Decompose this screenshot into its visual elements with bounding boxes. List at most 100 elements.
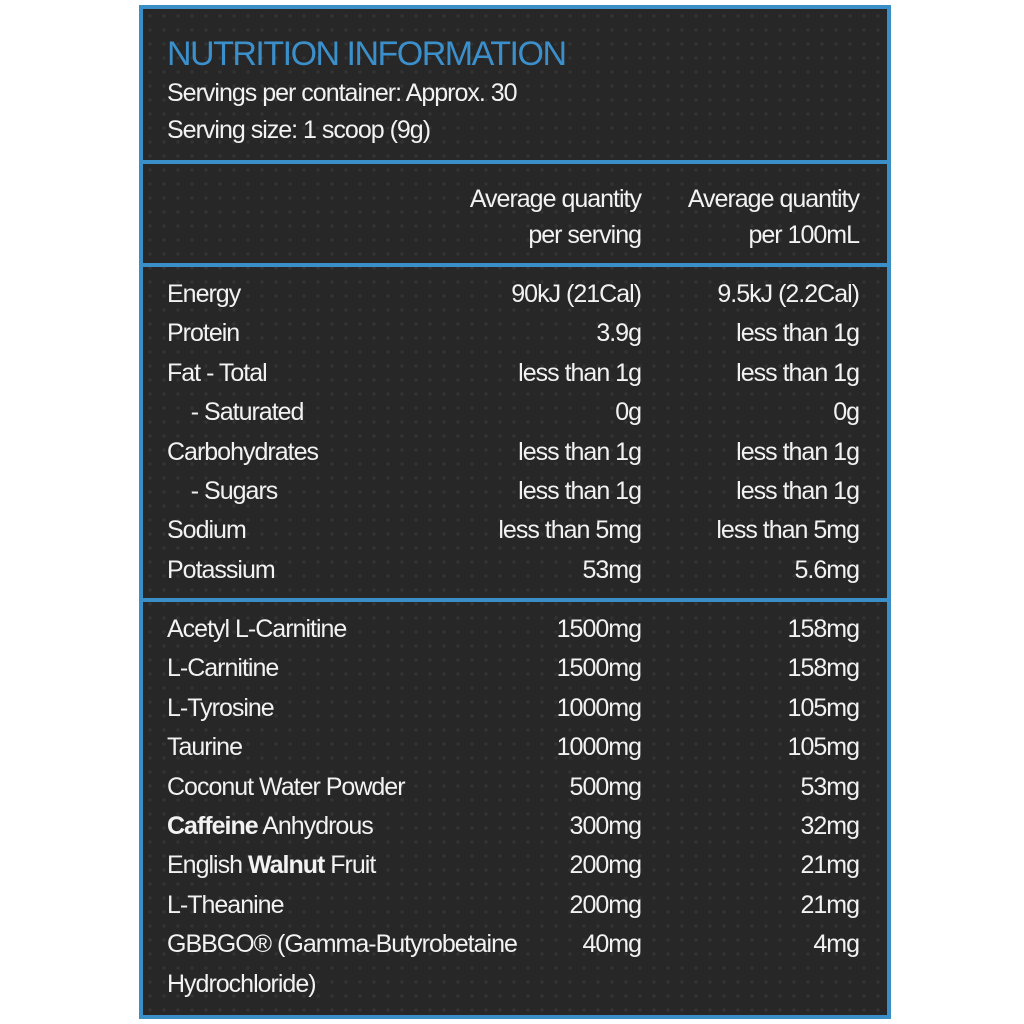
value-per-100ml: 158mg xyxy=(787,615,860,643)
value-per-serving: 1000mg xyxy=(556,733,642,762)
value-per-serving: 1000mg xyxy=(556,693,642,722)
value-per-100ml: 21mg xyxy=(800,890,860,919)
name-segment: Carbohydrates xyxy=(167,437,319,466)
name-segment: English xyxy=(167,851,248,880)
value-per-serving: 90kJ (21Cal) xyxy=(511,280,642,308)
name-segment: Fruit xyxy=(324,851,376,880)
nutrient-row: Potassium 53mg 5.6mg xyxy=(167,555,860,595)
ingredient-row: Caffeine Anhydrous 300mg 32mg xyxy=(167,812,860,851)
ingredient-row: L-Theanine 200mg 21mg xyxy=(167,890,860,930)
ingredient-row: GBBGO® (Gamma-Butyrobetaine 40mg 4mg xyxy=(167,930,860,969)
serving-size: Serving size: 1 scoop (9g) xyxy=(167,116,431,144)
header-line: Average quantity xyxy=(469,185,642,213)
value-per-serving: less than 1g xyxy=(518,437,642,466)
row-name: Acetyl L-Carnitine xyxy=(167,615,347,644)
value-per-100ml: 105mg xyxy=(787,733,860,762)
value-per-serving: less than 1g xyxy=(518,358,642,387)
nutrition-panel: NUTRITION INFORMATION Servings per conta… xyxy=(139,5,891,1019)
nutrient-row: Sodium less than 5mg less than 5mg xyxy=(167,516,860,555)
value-per-100ml: less than 1g xyxy=(736,477,860,505)
nutrient-row: Carbohydrates less than 1g less than 1g xyxy=(167,437,860,477)
name-segment: GBBGO® (Gamma-Butyrobetaine xyxy=(167,930,518,959)
name-segment: Energy xyxy=(167,280,241,308)
name-segment: Coconut Water Powder xyxy=(167,772,406,801)
name-segment: Fat - Total xyxy=(167,358,268,387)
value-per-serving: 1500mg xyxy=(556,615,642,643)
value-per-100ml: 5.6mg xyxy=(794,555,860,584)
value-per-serving: less than 5mg xyxy=(498,516,642,545)
value-per-serving: 1500mg xyxy=(556,654,642,683)
row-name: - Saturated xyxy=(167,398,305,427)
value-per-serving: 300mg xyxy=(569,812,642,840)
value-per-100ml: less than 1g xyxy=(736,319,860,348)
row-name: Carbohydrates xyxy=(167,437,319,467)
value-per-100ml: 105mg xyxy=(787,693,860,722)
row-name: Coconut Water Powder xyxy=(167,772,406,802)
row-name: Fat - Total xyxy=(167,358,268,388)
value-per-serving: 3.9g xyxy=(596,319,642,348)
row-name: L-Tyrosine xyxy=(167,693,275,723)
nutrient-row: Fat - Total less than 1g less than 1g xyxy=(167,358,860,398)
name-segment: L-Carnitine xyxy=(167,654,279,683)
nutrient-row: - Saturated 0g 0g xyxy=(167,398,860,437)
ingredient-row: English Walnut Fruit 200mg 21mg xyxy=(167,851,860,890)
divider xyxy=(143,263,887,267)
row-name: Hydrochloride) xyxy=(167,969,317,999)
nutrient-row: Protein 3.9g less than 1g xyxy=(167,319,860,358)
value-per-serving: 53mg xyxy=(582,555,642,584)
ingredient-row: L-Tyrosine 1000mg 105mg xyxy=(167,693,860,733)
ingredient-row: Acetyl L-Carnitine 1500mg 158mg xyxy=(167,615,860,654)
row-name: Taurine xyxy=(167,733,243,762)
header-line: per 100mL xyxy=(748,221,860,249)
name-segment: - Saturated xyxy=(167,398,305,427)
row-name: Protein xyxy=(167,319,240,348)
value-per-serving: 0g xyxy=(615,398,642,427)
name-segment: Sodium xyxy=(167,516,247,545)
row-name: L-Carnitine xyxy=(167,654,279,683)
name-segment: Protein xyxy=(167,319,240,348)
value-per-100ml: less than 1g xyxy=(736,358,860,387)
value-per-100ml: less than 5mg xyxy=(716,516,860,545)
name-segment: L-Theanine xyxy=(167,890,284,919)
row-name: Potassium xyxy=(167,555,276,585)
name-segment: Anhydrous xyxy=(257,812,374,840)
ingredient-row: L-Carnitine 1500mg 158mg xyxy=(167,654,860,693)
row-name: L-Theanine xyxy=(167,890,284,920)
row-name: - Sugars xyxy=(167,477,278,506)
ingredient-row: Hydrochloride) xyxy=(167,970,859,1009)
name-segment: Walnut xyxy=(247,851,325,880)
value-per-serving: 500mg xyxy=(569,772,642,801)
nutrient-row: Energy 90kJ (21Cal) 9.5kJ (2.2Cal) xyxy=(167,280,860,319)
value-per-serving: 200mg xyxy=(569,890,642,919)
value-per-100ml: 9.5kJ (2.2Cal) xyxy=(717,280,860,308)
row-name: Energy xyxy=(167,280,241,309)
divider xyxy=(143,598,887,602)
value-per-100ml: 32mg xyxy=(800,812,860,840)
divider xyxy=(143,160,887,164)
title: NUTRITION INFORMATION xyxy=(167,35,567,73)
value-per-serving: 200mg xyxy=(569,851,642,880)
name-segment: Acetyl L-Carnitine xyxy=(167,615,347,643)
name-segment: Caffeine xyxy=(167,812,259,840)
value-per-serving: 40mg xyxy=(582,930,642,959)
name-segment: L-Tyrosine xyxy=(167,693,275,722)
row-name: English Walnut Fruit xyxy=(167,851,376,880)
row-name: GBBGO® (Gamma-Butyrobetaine xyxy=(167,930,518,959)
name-segment: Hydrochloride) xyxy=(167,969,317,998)
column-header-per-serving: Average quantity per serving xyxy=(469,181,642,253)
row-name: Sodium xyxy=(167,516,247,545)
value-per-100ml: 53mg xyxy=(800,772,860,801)
value-per-serving: less than 1g xyxy=(518,477,642,505)
value-per-100ml: 0g xyxy=(833,398,860,427)
value-per-100ml: less than 1g xyxy=(736,437,860,466)
header-line: per serving xyxy=(528,221,642,249)
name-segment: - Sugars xyxy=(167,477,278,505)
ingredient-row: Coconut Water Powder 500mg 53mg xyxy=(167,772,860,812)
nutrient-row: - Sugars less than 1g less than 1g xyxy=(167,477,860,516)
name-segment: Potassium xyxy=(167,555,276,584)
value-per-100ml: 21mg xyxy=(800,851,860,880)
row-name: Caffeine Anhydrous xyxy=(167,812,374,841)
name-segment: Taurine xyxy=(167,733,243,762)
column-header-per-100ml: Average quantity per 100mL xyxy=(688,181,860,253)
value-per-100ml: 158mg xyxy=(787,654,860,683)
